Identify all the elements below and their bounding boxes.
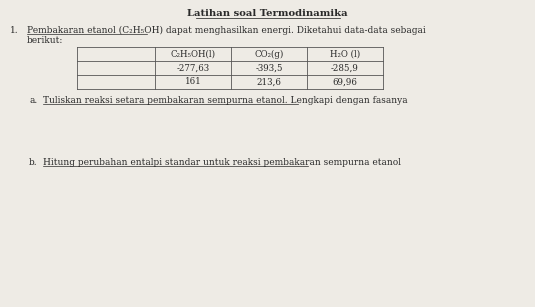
Text: -285,9: -285,9 — [331, 64, 359, 72]
Text: a.: a. — [29, 96, 37, 105]
Text: CO₂(g): CO₂(g) — [254, 49, 284, 59]
Text: 69,96: 69,96 — [333, 77, 357, 87]
Text: Hitung perubahan entalpi standar untuk reaksi pembakaran sempurna etanol: Hitung perubahan entalpi standar untuk r… — [43, 158, 401, 167]
Text: -277,63: -277,63 — [177, 64, 210, 72]
Text: 1.: 1. — [10, 26, 19, 35]
Text: C₂H₅OH(l): C₂H₅OH(l) — [171, 49, 216, 59]
Text: -393,5: -393,5 — [255, 64, 283, 72]
Text: 213,6: 213,6 — [257, 77, 281, 87]
Text: Latihan soal Termodinamika: Latihan soal Termodinamika — [187, 9, 348, 18]
Text: H₂O (l): H₂O (l) — [330, 49, 360, 59]
Text: Tuliskan reaksi setara pembakaran sempurna etanol. Lengkapi dengan fasanya: Tuliskan reaksi setara pembakaran sempur… — [43, 96, 408, 105]
Text: Pembakaran etanol (C₂H₅OH) dapat menghasilkan energi. Diketahui data-data sebaga: Pembakaran etanol (C₂H₅OH) dapat menghas… — [27, 26, 426, 35]
Text: 161: 161 — [185, 77, 201, 87]
Text: b.: b. — [29, 158, 37, 167]
Text: berikut:: berikut: — [27, 36, 63, 45]
